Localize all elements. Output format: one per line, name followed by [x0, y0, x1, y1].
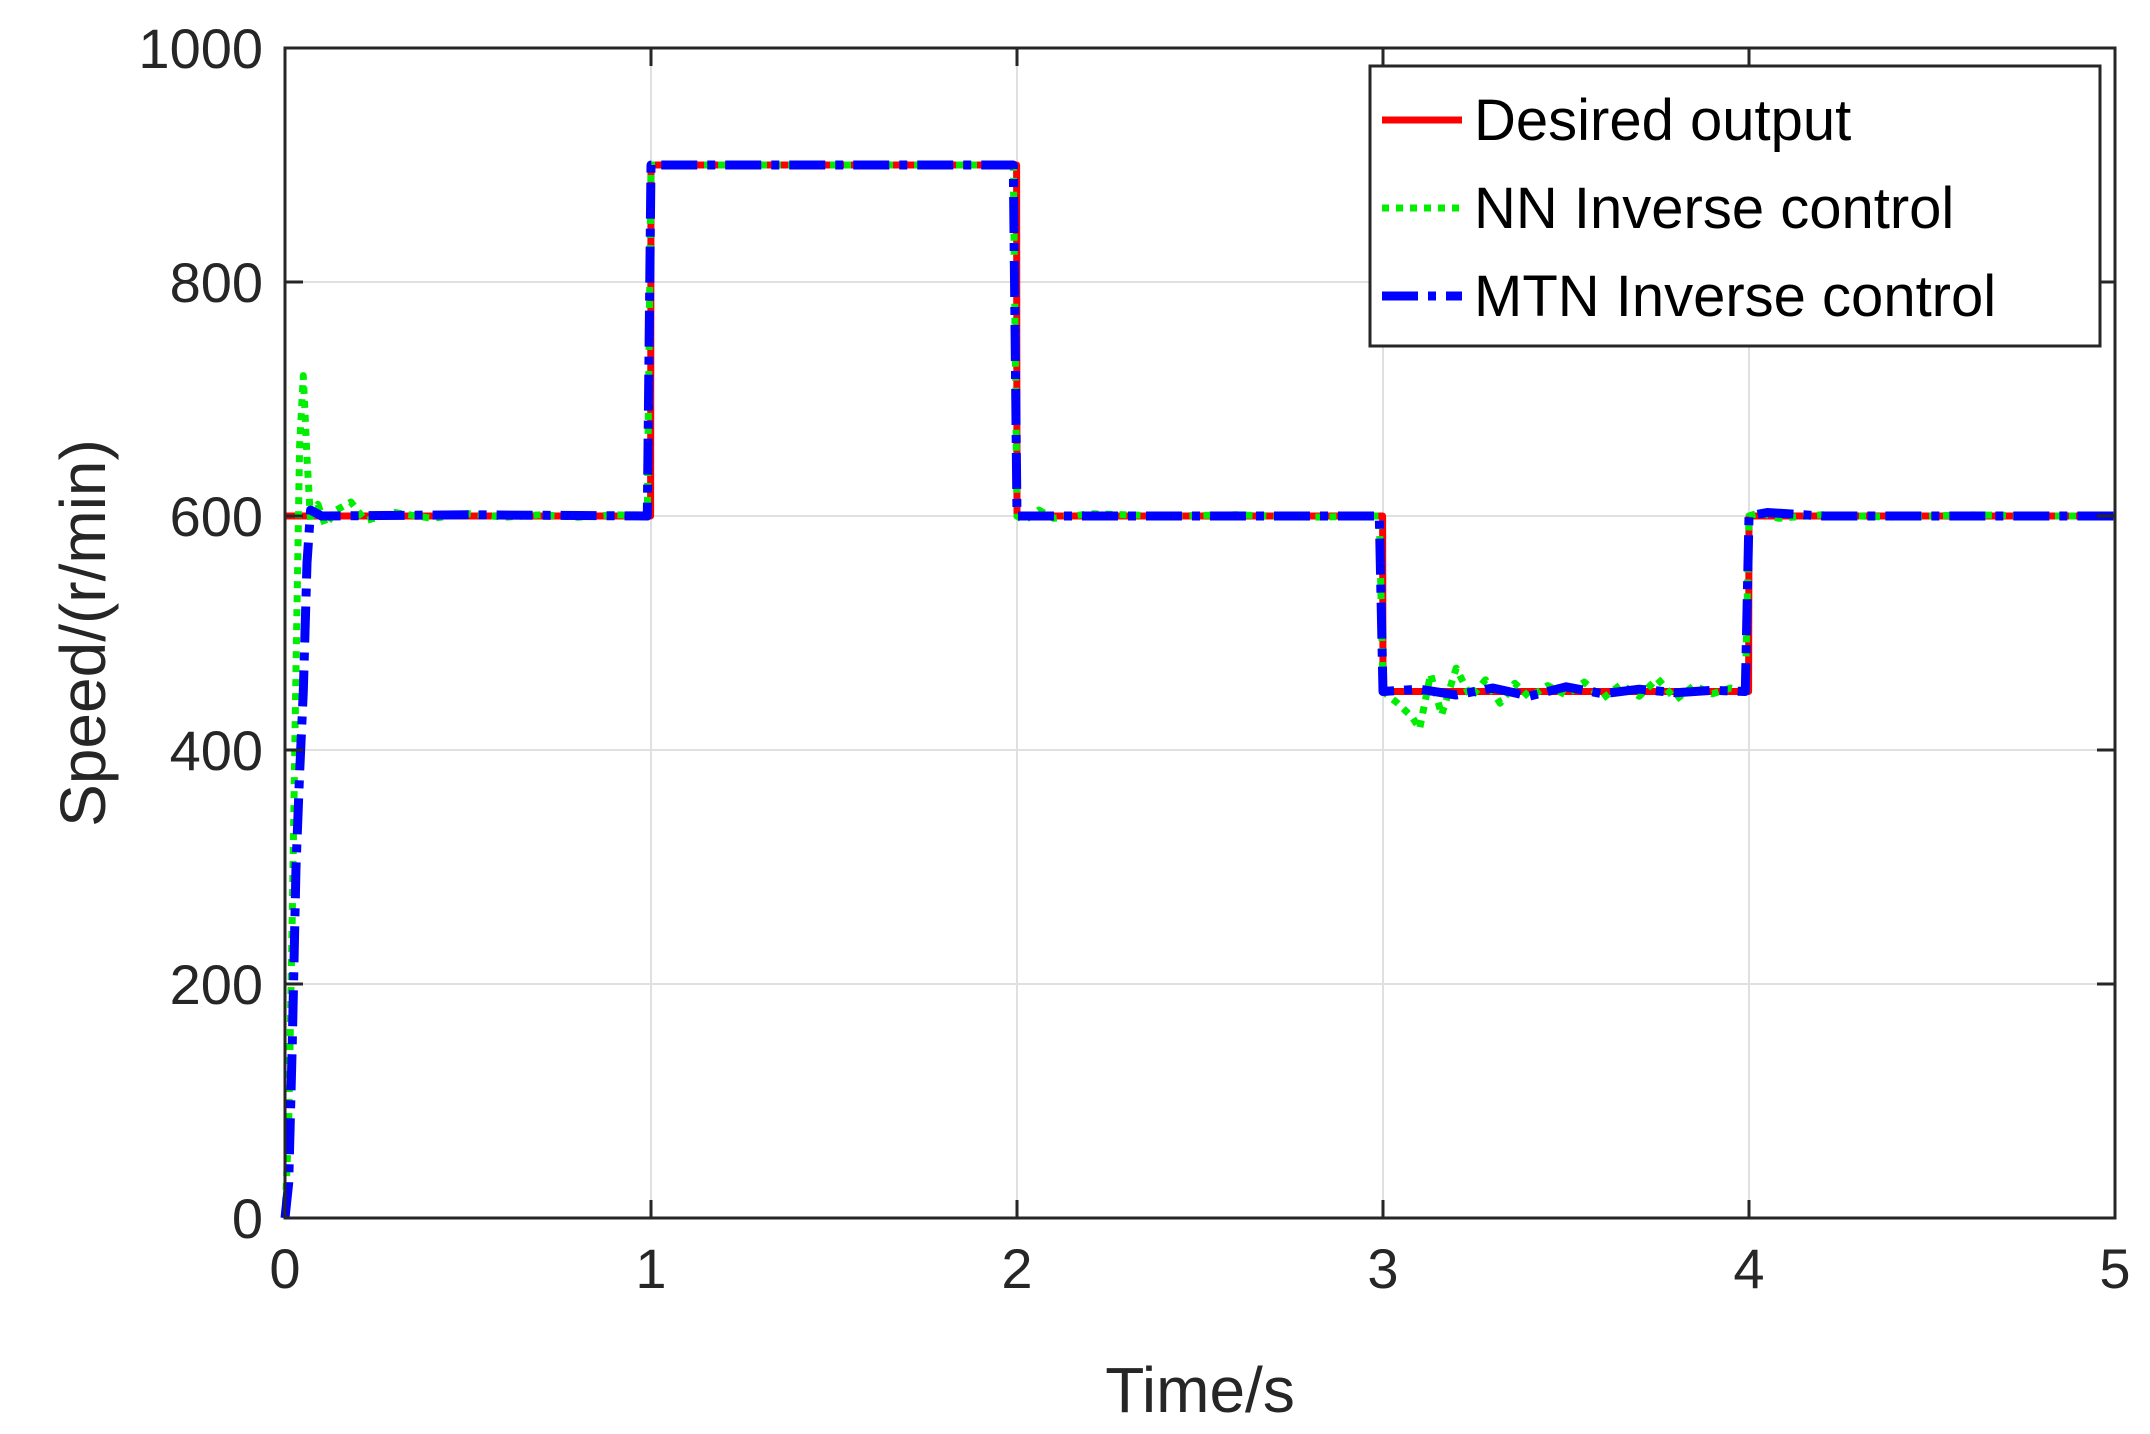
legend-entry: Desired output	[1474, 88, 1851, 153]
y-tick-label: 1000	[138, 17, 263, 80]
y-tick-label: 400	[170, 719, 263, 782]
y-tick-label: 200	[170, 953, 263, 1016]
plot-frame	[283, 46, 2117, 1220]
y-axis-label: Speed/(r/min)	[47, 439, 119, 827]
series-group	[280, 160, 2115, 1219]
x-tick-label: 2	[1001, 1237, 1032, 1300]
y-tick-label: 800	[170, 251, 263, 314]
x-tick-label: 3	[1367, 1237, 1398, 1300]
y-tick-labels: 0 200 400 600 800 1000	[138, 17, 263, 1250]
x-tick-label: 1	[635, 1237, 666, 1300]
y-tick-label: 0	[232, 1187, 263, 1250]
legend-box	[1368, 64, 2102, 348]
series-line-3	[280, 160, 2115, 1219]
x-tick-label: 0	[269, 1237, 300, 1300]
legend-entry: NN Inverse control	[1474, 176, 1954, 241]
legend-entry: MTN Inverse control	[1474, 264, 1996, 329]
x-tick-label: 4	[1733, 1237, 1764, 1300]
tick-marks	[283, 46, 2117, 1220]
x-axis-label: Time/s	[1105, 1354, 1295, 1426]
y-tick-label: 600	[170, 485, 263, 548]
legend: Desired output NN Inverse control MTN Inve…	[1368, 64, 2102, 348]
x-tick-label: 5	[2099, 1237, 2130, 1300]
x-tick-labels: 0 1 2 3 4 5	[269, 1237, 2130, 1300]
